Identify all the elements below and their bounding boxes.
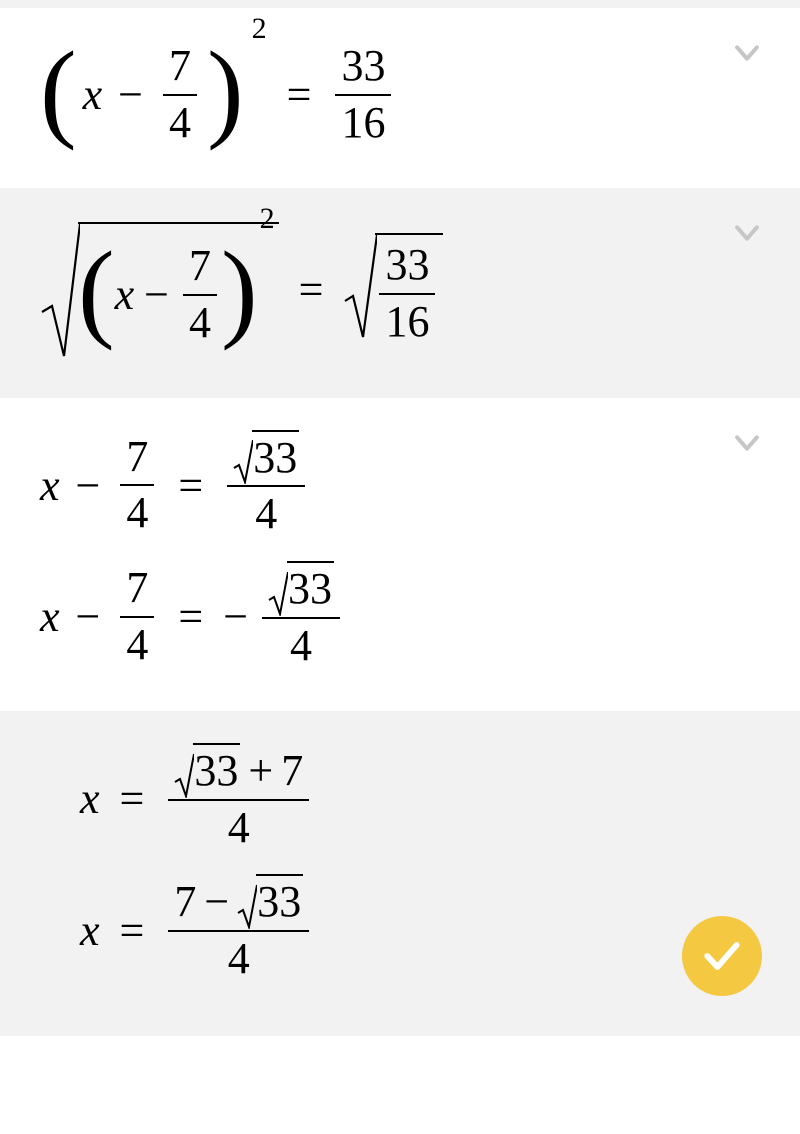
fraction-7-4: 7 4 xyxy=(120,562,154,672)
plus-sign: + xyxy=(248,745,273,798)
variable-x: x xyxy=(83,69,103,120)
left-paren: ( xyxy=(40,52,77,137)
chevron-down-icon[interactable] xyxy=(730,216,764,250)
equals-sign: = xyxy=(287,69,312,120)
chevron-down-icon[interactable] xyxy=(730,426,764,460)
exponent: 2 xyxy=(260,202,275,236)
step-3: x − 7 4 = 33 4 x − 7 4 = − xyxy=(0,398,800,711)
minus-sign: − xyxy=(76,591,101,642)
solution-2: x = 7 − 33 4 xyxy=(80,874,313,986)
step-4-solution: x = 33 + 7 4 x = 7 − 33 xyxy=(0,711,800,1036)
equals-sign: = xyxy=(120,773,145,824)
fraction-33-16: 33 16 xyxy=(379,239,435,349)
equation-2: ( x − 7 4 ) 2 = 33 16 xyxy=(40,220,443,360)
right-paren: ) xyxy=(207,52,244,137)
fraction-solution-2: 7 − 33 4 xyxy=(168,874,309,986)
fraction-7-4: 7 4 xyxy=(183,240,217,350)
fraction-33-16: 33 16 xyxy=(335,40,391,150)
check-badge-icon[interactable] xyxy=(682,916,762,996)
fraction-7-4: 7 4 xyxy=(163,40,197,150)
fraction-7-4: 7 4 xyxy=(120,431,154,541)
equation-pair-3: x − 7 4 = 33 4 x − 7 4 = − xyxy=(40,430,344,673)
exponent: 2 xyxy=(252,12,267,46)
negative-sign: − xyxy=(223,591,248,642)
variable-x: x xyxy=(80,905,100,956)
solution-pair: x = 33 + 7 4 x = 7 − 33 xyxy=(80,743,313,986)
equals-sign: = xyxy=(178,460,203,511)
fraction-neg-sqrt33-4: 33 4 xyxy=(262,561,340,673)
equals-sign: = xyxy=(178,591,203,642)
fraction-sqrt33-4: 33 4 xyxy=(227,430,305,542)
sqrt-lhs: ( x − 7 4 ) 2 xyxy=(40,220,279,360)
solution-1: x = 33 + 7 4 xyxy=(80,743,313,855)
equation-3b: x − 7 4 = − 33 4 xyxy=(40,561,344,673)
minus-sign: − xyxy=(118,69,143,120)
equals-sign: = xyxy=(299,264,324,315)
minus-sign: − xyxy=(204,876,229,929)
variable-x: x xyxy=(115,269,135,320)
sqrt-rhs: 33 16 xyxy=(343,231,443,349)
variable-x: x xyxy=(40,460,60,511)
variable-x: x xyxy=(80,773,100,824)
left-paren: ( xyxy=(78,252,115,337)
minus-sign: − xyxy=(144,269,169,320)
top-divider xyxy=(0,0,800,8)
step-2: ( x − 7 4 ) 2 = 33 16 xyxy=(0,188,800,398)
right-paren: ) xyxy=(221,252,258,337)
variable-x: x xyxy=(40,591,60,642)
minus-sign: − xyxy=(76,460,101,511)
chevron-down-icon[interactable] xyxy=(730,36,764,70)
equation-3a: x − 7 4 = 33 4 xyxy=(40,430,344,542)
equals-sign: = xyxy=(120,905,145,956)
step-1: ( x − 7 4 ) 2 = 33 16 xyxy=(0,8,800,188)
equation-1: ( x − 7 4 ) 2 = 33 16 xyxy=(40,40,395,150)
fraction-solution-1: 33 + 7 4 xyxy=(168,743,309,855)
